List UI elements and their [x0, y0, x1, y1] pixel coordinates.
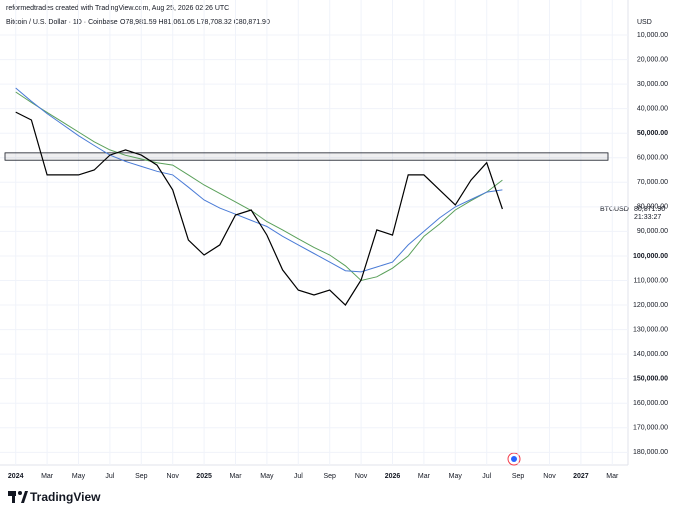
- x-tick-label: Jul: [105, 473, 114, 480]
- y-tick-label: 100,000.00: [633, 253, 668, 260]
- y-tick-label: 130,000.00: [633, 326, 668, 333]
- logo: TradingView: [8, 490, 101, 504]
- y-tick-label: 110,000.00: [633, 277, 668, 284]
- x-tick-label: Jul: [294, 473, 303, 480]
- y-tick-label: 140,000.00: [633, 351, 668, 358]
- x-tick-label: 2026: [385, 473, 401, 480]
- y-tick-label: 10,000.00: [637, 32, 668, 39]
- zone: [4, 152, 609, 161]
- y-tick-label: 120,000.00: [633, 302, 668, 309]
- x-tick-label: Sep: [135, 473, 148, 480]
- countdown: 21:33:27: [634, 214, 661, 221]
- x-tick-label: Mar: [229, 473, 242, 480]
- credit: reformedtrades created with TradingView.…: [6, 5, 229, 12]
- chart-title: Bitcoin / U.S. Dollar · 1D · Coinbase: [6, 19, 118, 26]
- ohlc: O78,981.59 H81,061.05 L78,708.32 C80,871…: [120, 19, 270, 26]
- logo-mark: [12, 491, 15, 503]
- logo-mark: [18, 491, 22, 495]
- y-tick-label: 80,000.00: [637, 204, 668, 211]
- x-tick-label: May: [72, 473, 86, 480]
- symbol-label: BTCUSD: [600, 206, 629, 213]
- y-tick-label: 90,000.00: [637, 228, 668, 235]
- x-tick-label: 2025: [196, 473, 212, 480]
- y-tick-label: 150,000.00: [633, 376, 668, 383]
- y-tick-label: 40,000.00: [637, 106, 668, 113]
- y-tick-label: 160,000.00: [633, 400, 668, 407]
- y-tick-label: 50,000.00: [637, 130, 668, 137]
- x-tick-label: Nov: [166, 473, 179, 480]
- x-tick-label: May: [260, 473, 274, 480]
- y-tick-label: 30,000.00: [637, 81, 668, 88]
- marker: [507, 452, 521, 466]
- logo-mark: [21, 491, 28, 503]
- x-tick-label: Mar: [418, 473, 431, 480]
- x-tick-label: Sep: [512, 473, 525, 480]
- x-tick-label: May: [449, 473, 463, 480]
- last-price: 80,871.90: [634, 206, 665, 213]
- series-line: [15, 91, 503, 282]
- x-tick-label: Sep: [323, 473, 336, 480]
- currency: USD: [637, 19, 652, 26]
- event-marker: [511, 456, 517, 462]
- x-tick-label: Mar: [606, 473, 619, 480]
- series-line: [15, 111, 503, 306]
- x-tick-label: Nov: [543, 473, 556, 480]
- x-tick-label: Mar: [41, 473, 54, 480]
- x-tick-label: 2024: [8, 473, 24, 480]
- x-tick-label: 2027: [573, 473, 589, 480]
- x-tick-label: Jul: [482, 473, 491, 480]
- y-tick-label: 70,000.00: [637, 179, 668, 186]
- y-tick-label: 60,000.00: [637, 155, 668, 162]
- x-tick-label: Nov: [355, 473, 368, 480]
- brand: TradingView: [30, 490, 101, 504]
- y-tick-label: 20,000.00: [637, 56, 668, 63]
- y-tick-label: 170,000.00: [633, 425, 668, 432]
- y-tick-label: 180,000.00: [633, 449, 668, 456]
